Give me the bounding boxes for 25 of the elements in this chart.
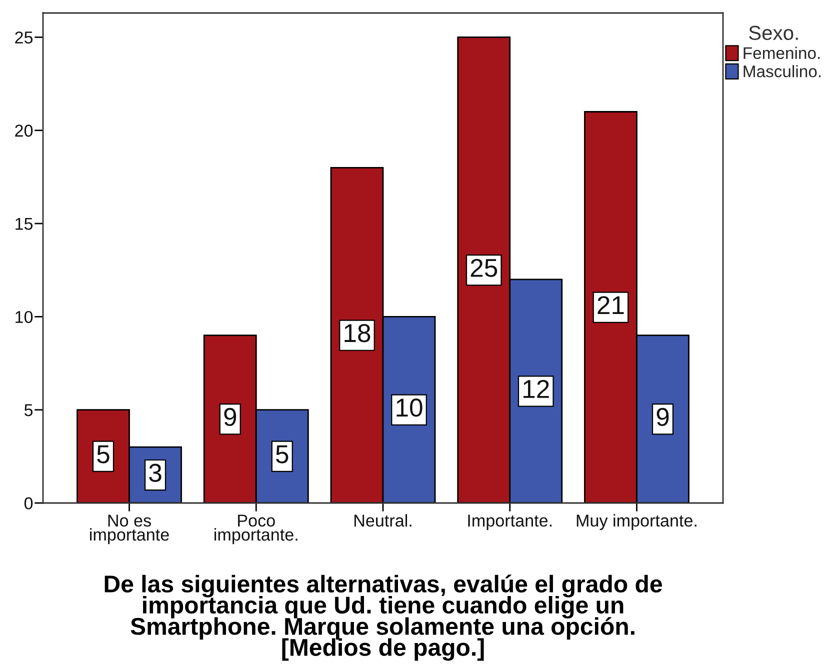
y-tick-label: 0 bbox=[24, 497, 33, 510]
data-label: 18 bbox=[344, 324, 370, 342]
x-tick-label: Muy importante. bbox=[576, 514, 696, 530]
data-label: 10 bbox=[396, 398, 422, 417]
x-tick-label: No es importante bbox=[90, 514, 169, 544]
data-label: 3 bbox=[149, 464, 162, 482]
data-label: 9 bbox=[656, 408, 669, 426]
x-tick-label: Neutral. bbox=[354, 514, 412, 527]
y-tick-label: 25 bbox=[15, 31, 33, 44]
data-label: 25 bbox=[470, 258, 498, 278]
data-label: 21 bbox=[598, 296, 624, 314]
legend-title: Sexo. bbox=[749, 26, 798, 40]
data-label: 12 bbox=[524, 380, 549, 398]
data-label: 5 bbox=[97, 445, 110, 464]
data-label: 5 bbox=[276, 445, 288, 464]
x-axis-title: De las siguientes alternativas, evalúe el grado de importancia que Ud. tiene cuando elige un Smartphone. Marque solamente una opción. [Medios de pago.] bbox=[104, 574, 662, 661]
legend-label: Femenino. bbox=[744, 46, 820, 60]
x-tick-label: Importante. bbox=[468, 514, 552, 530]
y-tick-label: 15 bbox=[16, 218, 33, 230]
legend-label: Masculino. bbox=[744, 65, 821, 78]
y-tick-label: 10 bbox=[16, 310, 33, 324]
y-tick-label: 20 bbox=[15, 124, 33, 137]
data-label: 9 bbox=[224, 408, 236, 426]
x-tick-label: Poco importante. bbox=[214, 514, 298, 544]
y-tick-label: 5 bbox=[24, 404, 33, 416]
